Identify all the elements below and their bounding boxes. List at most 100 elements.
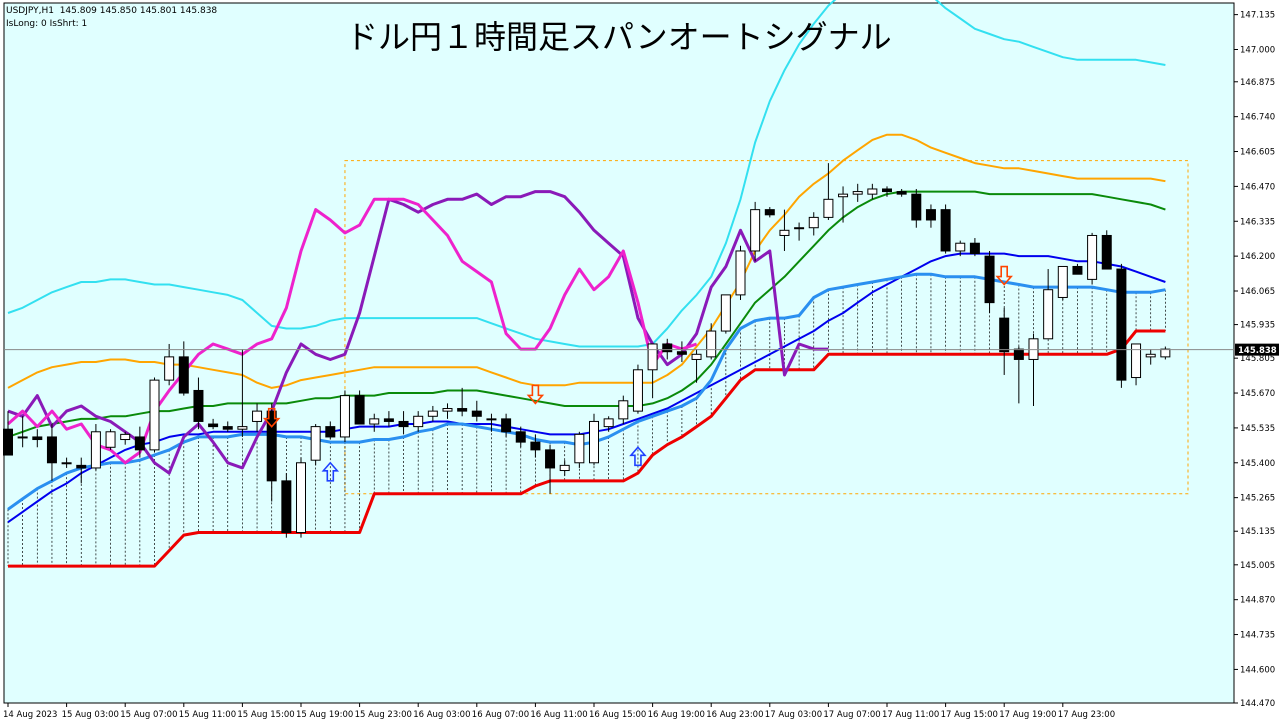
x-tick-label: 16 Aug 15:00 — [589, 710, 646, 720]
y-tick-label: 147.000 — [1240, 45, 1275, 55]
candle-body — [911, 193, 922, 221]
candle-body — [618, 400, 629, 420]
candle-body — [808, 216, 819, 229]
candle-body — [1101, 234, 1112, 270]
sell-arrow — [995, 265, 1013, 286]
signal-arrows — [262, 265, 1013, 482]
axes: 147.135 147.000 146.875 146.740 146.605 146.4… — [3, 11, 1275, 720]
candle-body — [882, 188, 892, 193]
candle-body — [779, 229, 790, 236]
x-tick-label: 17 Aug 23:00 — [1058, 710, 1115, 720]
range-box — [344, 160, 1189, 495]
candle-body — [134, 436, 145, 451]
candle-body — [691, 353, 702, 360]
candle-body — [1160, 348, 1171, 358]
candle-body — [325, 426, 336, 438]
candle-body — [1072, 265, 1083, 275]
candles — [3, 163, 1171, 538]
range-box-rect — [344, 160, 1189, 495]
candle-body — [281, 480, 292, 534]
x-tick-label: 17 Aug 07:00 — [823, 710, 880, 720]
candle-body — [984, 255, 995, 304]
candle-body — [501, 418, 512, 433]
candle-body — [354, 395, 365, 425]
candle-body — [999, 317, 1010, 353]
candle-body — [794, 227, 805, 230]
candle-body — [208, 423, 219, 428]
candle-body — [632, 369, 643, 412]
status-info: IsLong: 0 IsShrt: 1 — [6, 19, 88, 29]
candle-body — [296, 462, 306, 534]
candle-body — [574, 433, 585, 464]
candle-body — [1043, 289, 1054, 340]
candle-body — [545, 449, 556, 469]
candle-body — [164, 356, 175, 381]
candle-body — [90, 431, 101, 469]
candle-body — [413, 415, 424, 428]
candle-body — [383, 418, 394, 422]
candle-body — [32, 436, 43, 441]
candle-body — [17, 436, 28, 439]
y-tick-label: 144.870 — [1240, 596, 1275, 606]
y-tick-label: 147.135 — [1240, 11, 1275, 21]
candle-body — [61, 462, 72, 465]
candle-body — [1116, 268, 1127, 381]
candle-body — [662, 343, 673, 353]
candle-body — [120, 433, 131, 441]
y-tick-label: 145.535 — [1240, 424, 1275, 434]
y-tick-label: 146.605 — [1240, 148, 1275, 158]
chart-title: ドル円１時間足スパンオートシグナル — [346, 18, 892, 56]
candle-body — [178, 356, 189, 394]
y-tick-label: 146.200 — [1240, 252, 1275, 262]
sell-arrow — [262, 407, 281, 428]
y-tick-label: 146.740 — [1240, 113, 1275, 123]
candle-body — [559, 464, 570, 472]
y-tick-label: 145.265 — [1240, 494, 1275, 504]
candle-body — [1028, 338, 1039, 360]
orange-band-series — [7, 133, 1166, 389]
y-tick-label: 145.400 — [1240, 459, 1275, 469]
candle-body — [1131, 343, 1142, 379]
x-tick-label: 16 Aug 03:00 — [413, 710, 470, 720]
y-tick-label: 145.935 — [1240, 321, 1275, 331]
candle-body — [955, 242, 966, 252]
buy-arrow — [629, 446, 647, 467]
candle-body — [339, 395, 350, 438]
candle-body — [237, 426, 248, 430]
candle-body — [442, 408, 453, 412]
candle-body — [369, 418, 380, 425]
current-price-line: 145.838 — [4, 343, 1279, 356]
cyan-band-series — [7, 0, 1166, 348]
y-tick-label: 144.600 — [1240, 665, 1275, 675]
candle-body — [193, 389, 204, 422]
candle-body — [149, 379, 160, 451]
y-tick-label: 144.735 — [1240, 631, 1275, 641]
candle-body — [764, 209, 775, 216]
y-tick-label: 146.335 — [1240, 217, 1275, 227]
red-line-series — [8, 329, 1166, 568]
candle-body — [3, 428, 13, 456]
buy-arrow — [321, 461, 340, 482]
x-tick-label: 17 Aug 19:00 — [999, 710, 1056, 720]
candle-body — [647, 343, 658, 371]
candle-body — [603, 418, 614, 428]
candle-body — [1013, 348, 1024, 360]
y-tick-label: 145.135 — [1240, 527, 1275, 537]
x-tick-label: 15 Aug 15:00 — [237, 710, 294, 720]
x-tick-label: 17 Aug 11:00 — [882, 710, 939, 720]
candle-body — [720, 294, 731, 332]
symbol-info: USDJPY,H1 145.809 145.850 145.801 145.83… — [6, 6, 218, 16]
candle-body — [823, 198, 834, 218]
x-tick-label: 15 Aug 03:00 — [62, 710, 119, 720]
y-tick-label: 144.470 — [1240, 699, 1275, 709]
x-tick-label: 17 Aug 03:00 — [765, 710, 822, 720]
y-tick-label: 145.805 — [1240, 354, 1275, 364]
candle-body — [1145, 353, 1156, 358]
candle-body — [222, 426, 233, 430]
candle-body — [530, 441, 541, 451]
candle-body — [969, 242, 980, 255]
current-price-label: 145.838 — [1238, 346, 1277, 356]
candle-body — [76, 464, 87, 469]
candle-body — [398, 420, 409, 428]
y-tick-label: 145.005 — [1240, 561, 1275, 571]
